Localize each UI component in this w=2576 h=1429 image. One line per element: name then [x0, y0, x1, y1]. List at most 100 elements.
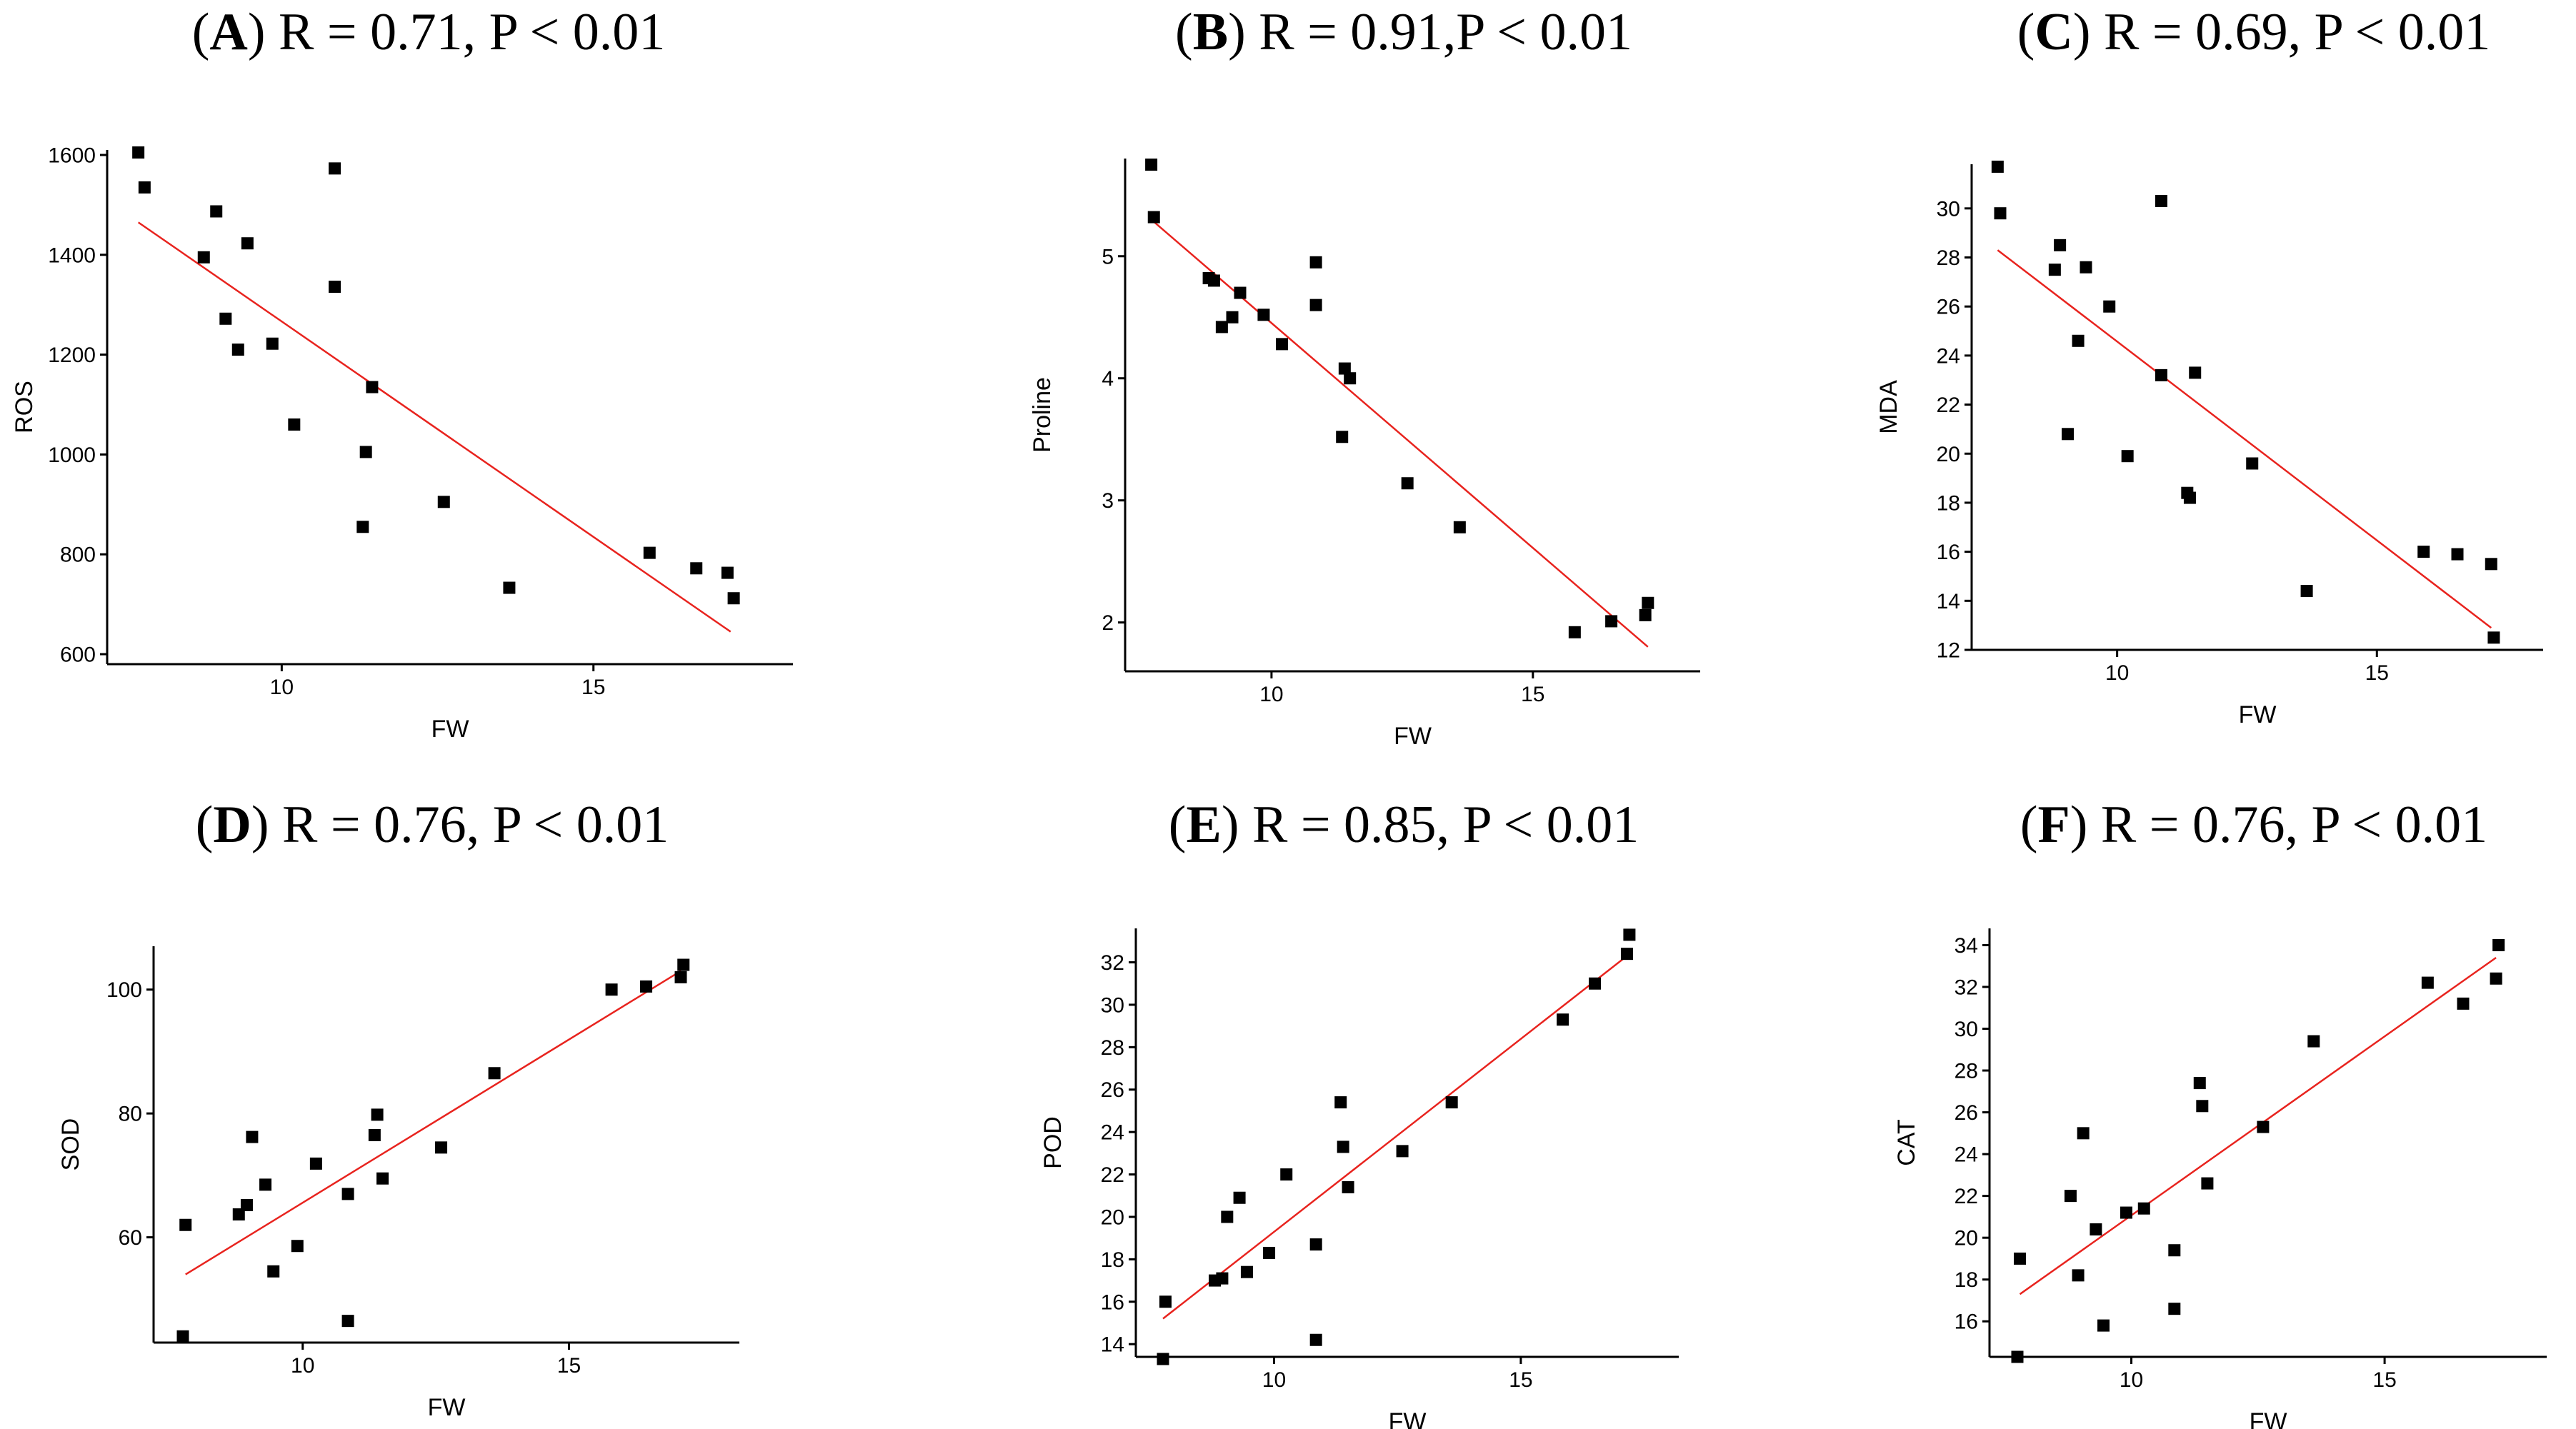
y-tick-label: 20: [1937, 443, 1960, 466]
panel-b-title: (B) R = 0.91,P < 0.01: [1175, 3, 1632, 61]
data-point: [2120, 1206, 2132, 1219]
data-point: [643, 546, 656, 559]
data-point: [329, 281, 341, 294]
data-point: [197, 251, 210, 264]
y-tick-label: 16: [1955, 1310, 1978, 1334]
data-point: [371, 1108, 384, 1121]
x-tick-label: 15: [557, 1354, 581, 1378]
data-point: [2137, 1202, 2150, 1215]
data-point: [1309, 256, 1322, 269]
data-point: [1145, 159, 1158, 171]
panel-e-x-label: FW: [1389, 1408, 1427, 1429]
data-point: [1240, 1265, 1253, 1278]
data-point: [1568, 626, 1581, 638]
data-point: [1309, 1238, 1322, 1251]
data-point: [1453, 521, 1466, 533]
data-point: [2193, 1077, 2206, 1090]
data-point: [341, 1315, 354, 1328]
data-point: [1994, 207, 2007, 220]
y-tick-label: 34: [1955, 934, 1978, 958]
data-point: [2054, 239, 2067, 251]
x-tick-label: 15: [1509, 1368, 1532, 1392]
y-tick-label: 18: [1101, 1248, 1124, 1272]
y-tick-label: 22: [1101, 1163, 1124, 1187]
data-point: [1337, 1140, 1349, 1153]
y-tick-label: 60: [119, 1226, 142, 1250]
data-point: [2487, 631, 2500, 644]
data-point: [2077, 1127, 2090, 1140]
data-point: [329, 162, 341, 175]
panel-f-title: (F) R = 0.76, P < 0.01: [2020, 796, 2488, 854]
y-tick-label: 24: [1101, 1121, 1124, 1145]
y-tick-label: 1600: [48, 144, 96, 167]
x-tick-label: 10: [1259, 683, 1283, 706]
data-point: [1233, 1191, 1246, 1204]
data-point: [2421, 976, 2434, 989]
data-point: [1639, 608, 1652, 621]
data-point: [2168, 1244, 2181, 1257]
panel-e-y-label: POD: [1039, 1116, 1067, 1169]
panel-c-y-label: MDA: [1875, 380, 1902, 434]
data-point: [1336, 431, 1349, 443]
panel-c-x-label: FW: [2239, 701, 2277, 728]
data-point: [2097, 1319, 2110, 1332]
data-point: [291, 1240, 304, 1253]
data-point: [721, 566, 734, 579]
data-point: [376, 1172, 389, 1185]
data-point: [727, 592, 740, 605]
data-point: [2201, 1177, 2214, 1190]
panel-e-fit-line: [1162, 955, 1628, 1320]
data-point: [1257, 309, 1270, 321]
data-point: [1605, 615, 1618, 628]
panel-d-x-label: FW: [428, 1394, 466, 1421]
y-tick-label: 26: [1101, 1078, 1124, 1102]
data-point: [246, 1130, 259, 1143]
data-point: [488, 1067, 501, 1080]
panel-d-title: (D) R = 0.76, P < 0.01: [195, 796, 669, 854]
panel-b-y-label: Proline: [1029, 377, 1056, 453]
panel-b-fit-line: [1150, 219, 1649, 648]
data-point: [1309, 299, 1322, 311]
data-point: [1147, 211, 1160, 224]
data-point: [1589, 977, 1602, 990]
y-tick-label: 26: [1937, 296, 1960, 319]
data-point: [240, 1198, 253, 1211]
data-point: [674, 971, 687, 983]
data-point: [356, 521, 369, 533]
data-point: [176, 1330, 189, 1343]
data-point: [1221, 1210, 1234, 1223]
panel-f-x-label: FW: [2250, 1408, 2287, 1429]
y-tick-label: 14: [1937, 590, 1960, 613]
data-point: [132, 146, 145, 159]
data-point: [309, 1157, 322, 1170]
y-tick-label: 24: [1955, 1143, 1978, 1167]
y-tick-label: 18: [1937, 491, 1960, 515]
data-point: [1263, 1246, 1276, 1259]
data-point: [366, 381, 379, 393]
y-tick-label: 5: [1102, 245, 1114, 269]
data-point: [2189, 366, 2202, 379]
y-tick-label: 32: [1955, 976, 1978, 999]
data-point: [1280, 1168, 1293, 1181]
data-point: [259, 1178, 272, 1191]
y-tick-label: 16: [1937, 541, 1960, 564]
x-tick-label: 15: [2365, 661, 2389, 685]
y-tick-label: 28: [1937, 246, 1960, 270]
panel-c-title: (C) R = 0.69, P < 0.01: [2017, 3, 2491, 61]
data-point: [1216, 1272, 1229, 1285]
data-point: [267, 1265, 280, 1278]
data-point: [437, 496, 450, 508]
data-point: [210, 205, 223, 218]
y-tick-label: 22: [1955, 1185, 1978, 1208]
data-point: [2072, 334, 2085, 347]
panel-f-y-label: CAT: [1893, 1119, 1920, 1165]
y-tick-label: 1200: [48, 344, 96, 367]
y-tick-label: 100: [106, 978, 142, 1002]
x-tick-label: 10: [291, 1354, 314, 1378]
data-point: [2300, 585, 2313, 598]
